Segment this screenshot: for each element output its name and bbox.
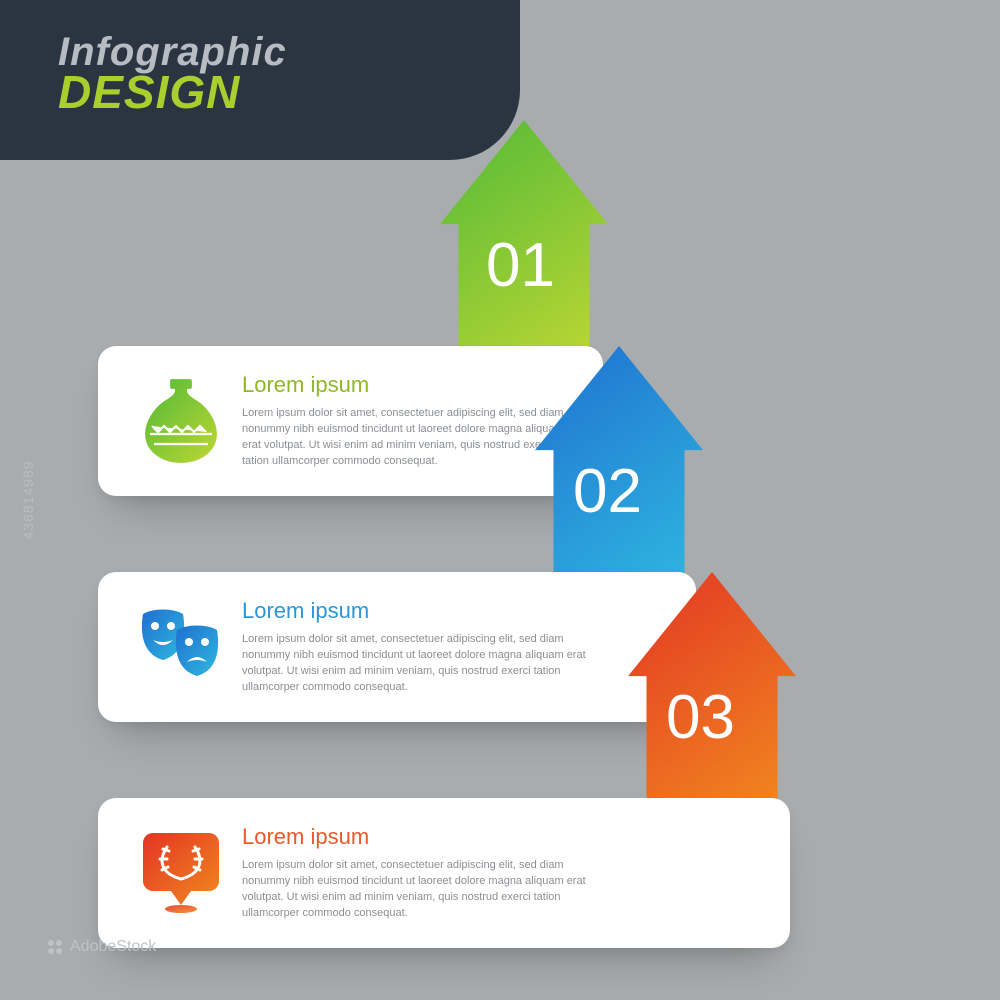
step-number-2: 02 — [573, 456, 642, 527]
masks-icon — [126, 606, 236, 688]
step-card-2: Lorem ipsum Lorem ipsum dolor sit amet, … — [98, 572, 696, 722]
step-body-3: Lorem ipsum dolor sit amet, consectetuer… — [242, 858, 602, 922]
step-card-1: Lorem ipsum Lorem ipsum dolor sit amet, … — [98, 346, 603, 496]
step-title-1: Lorem ipsum — [242, 372, 565, 398]
step-card-3: Lorem ipsum Lorem ipsum dolor sit amet, … — [98, 798, 790, 948]
laurel-pin-icon — [126, 829, 236, 917]
vase-icon — [126, 376, 236, 466]
step-body-2: Lorem ipsum dolor sit amet, consectetuer… — [242, 632, 602, 696]
step-title-2: Lorem ipsum — [242, 598, 602, 624]
title-line-2: DESIGN — [58, 71, 287, 113]
step-number-1: 01 — [486, 230, 555, 301]
step-number-3: 03 — [666, 682, 735, 753]
watermark-text: AdobeStock — [70, 938, 156, 956]
page-title: Infographic DESIGN — [58, 34, 287, 113]
watermark-id: 436814989 — [20, 460, 36, 539]
step-body-1: Lorem ipsum dolor sit amet, consectetuer… — [242, 406, 565, 470]
step-title-3: Lorem ipsum — [242, 824, 602, 850]
watermark-logo: AdobeStock — [48, 938, 156, 956]
